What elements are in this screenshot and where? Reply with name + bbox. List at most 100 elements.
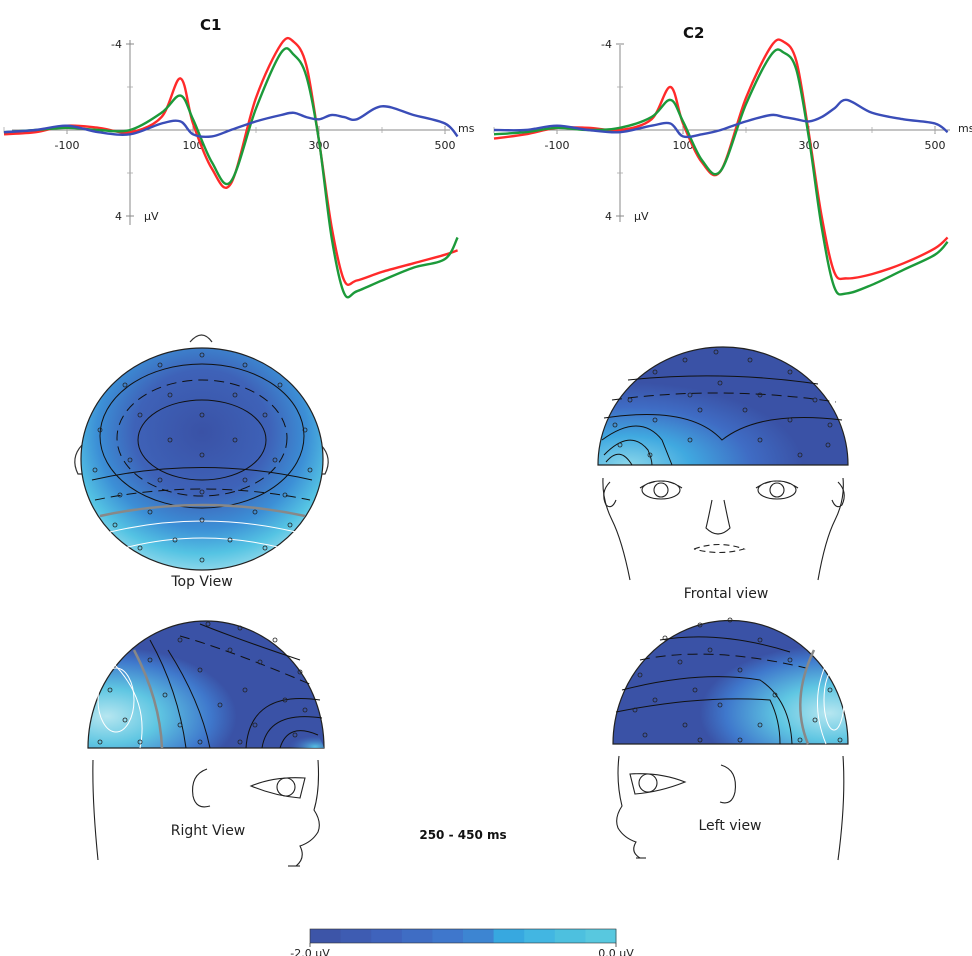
electrode-dot — [282, 697, 288, 703]
electrode-dot — [197, 667, 203, 673]
electrode-dot — [697, 737, 703, 743]
electrode-dot — [205, 621, 211, 627]
electrode-dot — [147, 509, 153, 515]
electrode-dot — [727, 617, 733, 623]
colorbar-cell — [493, 929, 525, 943]
electrode-dot — [117, 492, 123, 498]
electrode-dot — [742, 407, 748, 413]
series-line — [3, 36, 458, 286]
x-tick-label: 500 — [925, 139, 946, 152]
electrode-dot — [137, 739, 143, 745]
topomap-top-view: Top View — [74, 334, 329, 590]
electrode-dot — [612, 422, 618, 428]
y-tick-label: -4 — [601, 38, 612, 51]
y-tick-label: 4 — [605, 210, 612, 223]
electrode-dot — [199, 517, 205, 523]
electrode-dot — [692, 687, 698, 693]
x-tick-label: 100 — [183, 139, 204, 152]
electrode-dot — [737, 737, 743, 743]
electrode-dot — [199, 452, 205, 458]
electrode-dot — [292, 732, 298, 738]
face-outline — [602, 477, 845, 581]
nose-icon — [189, 334, 213, 343]
x-tick-label: -100 — [55, 139, 80, 152]
colorbar-cell — [585, 929, 617, 943]
topomap-right-view: Right View — [87, 620, 325, 867]
electrode-dot — [647, 452, 653, 458]
series-line — [3, 47, 459, 299]
electrode-dot — [167, 437, 173, 443]
x-unit-label: ms — [958, 122, 972, 135]
electrode-dots — [97, 621, 308, 745]
scalp-map — [597, 346, 849, 466]
electrode-dot — [277, 382, 283, 388]
electrode-dot — [757, 392, 763, 398]
electrode-dot — [137, 412, 143, 418]
electrode-dot — [637, 672, 643, 678]
electrode-dot — [825, 442, 831, 448]
electrode-dot — [242, 477, 248, 483]
electrode-dot — [757, 437, 763, 443]
chart-series — [493, 38, 949, 296]
electrode-dots — [632, 617, 843, 743]
electrode-dot — [137, 545, 143, 551]
colorbar: -2.0 µV 0.0 µV — [290, 928, 634, 956]
series-line — [493, 38, 949, 281]
electrode-dot — [97, 427, 103, 433]
chart-title: C2 — [683, 24, 704, 42]
electrode-dot — [127, 457, 133, 463]
electrode-dot — [797, 737, 803, 743]
electrode-dot — [157, 362, 163, 368]
electrode-dot — [687, 437, 693, 443]
electrode-dot — [157, 477, 163, 483]
electrode-dot — [302, 427, 308, 433]
electrode-dot — [147, 657, 153, 663]
electrode-dot — [642, 732, 648, 738]
electrode-dot — [652, 697, 658, 703]
electrode-dot — [652, 369, 658, 375]
colorbar-cell — [401, 929, 433, 943]
x-unit-label: ms — [458, 122, 475, 135]
electrode-dot — [287, 522, 293, 528]
electrode-dot — [737, 667, 743, 673]
face-outline — [92, 759, 320, 867]
x-tick-label: 500 — [435, 139, 456, 152]
contour-lines — [601, 375, 843, 466]
electrode-dot — [232, 392, 238, 398]
contour-lines — [97, 623, 323, 749]
map-label: Left view — [698, 818, 761, 834]
right-ear-icon — [317, 444, 329, 475]
electrode-dot — [199, 489, 205, 495]
colorbar-cell — [310, 929, 342, 943]
left-ear-icon — [74, 444, 86, 475]
chart-title: C1 — [200, 16, 221, 34]
electrode-dot — [262, 545, 268, 551]
electrode-dot — [787, 657, 793, 663]
electrode-dot — [257, 659, 263, 665]
electrode-dot — [177, 722, 183, 728]
colorbar-cell — [554, 929, 586, 943]
colorbar-min-label: -2.0 µV — [290, 947, 330, 956]
x-tick-label: -100 — [545, 139, 570, 152]
electrode-dot — [677, 659, 683, 665]
scalp-map — [80, 347, 324, 571]
colorbar-cell — [340, 929, 372, 943]
series-line — [493, 98, 949, 139]
electrode-dot — [787, 417, 793, 423]
electrode-dot — [812, 397, 818, 403]
electrode-dot — [682, 722, 688, 728]
electrode-dot — [122, 717, 128, 723]
electrode-dot — [242, 362, 248, 368]
electrode-dot — [162, 692, 168, 698]
scalp-map — [87, 620, 325, 749]
electrode-dot — [122, 382, 128, 388]
electrode-dot — [92, 467, 98, 473]
electrode-dot — [697, 407, 703, 413]
electrode-dot — [272, 637, 278, 643]
chart-series — [3, 36, 459, 299]
electrode-dot — [177, 637, 183, 643]
electrode-dot — [632, 707, 638, 713]
electrode-dot — [757, 722, 763, 728]
